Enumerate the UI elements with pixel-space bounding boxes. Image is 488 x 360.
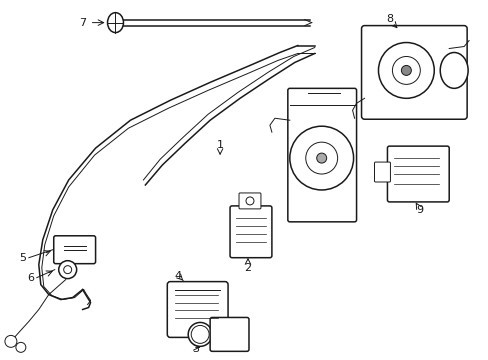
Circle shape <box>289 126 353 190</box>
FancyBboxPatch shape <box>167 282 227 337</box>
Circle shape <box>188 323 212 346</box>
FancyBboxPatch shape <box>54 236 95 264</box>
Circle shape <box>63 266 72 274</box>
Text: 9: 9 <box>415 205 422 215</box>
FancyBboxPatch shape <box>229 206 271 258</box>
FancyBboxPatch shape <box>386 146 448 202</box>
FancyBboxPatch shape <box>374 162 389 182</box>
Circle shape <box>378 42 433 98</box>
Text: 4: 4 <box>174 271 182 281</box>
Circle shape <box>191 325 209 343</box>
Circle shape <box>305 142 337 174</box>
FancyBboxPatch shape <box>239 193 261 209</box>
Text: 3: 3 <box>192 345 199 354</box>
Circle shape <box>245 197 253 205</box>
FancyBboxPatch shape <box>210 318 248 351</box>
Text: 1: 1 <box>216 140 223 150</box>
FancyBboxPatch shape <box>361 26 466 119</box>
Circle shape <box>16 342 26 352</box>
Text: 7: 7 <box>79 18 86 28</box>
Text: 5: 5 <box>20 253 26 263</box>
Ellipse shape <box>107 13 123 32</box>
Ellipse shape <box>439 53 467 88</box>
Text: 6: 6 <box>27 273 34 283</box>
Text: 8: 8 <box>385 14 392 24</box>
Circle shape <box>316 153 326 163</box>
Circle shape <box>401 66 410 75</box>
Circle shape <box>392 57 420 84</box>
Text: 2: 2 <box>244 263 251 273</box>
FancyBboxPatch shape <box>287 88 356 222</box>
Circle shape <box>194 328 206 340</box>
Circle shape <box>59 261 77 279</box>
Circle shape <box>5 336 17 347</box>
